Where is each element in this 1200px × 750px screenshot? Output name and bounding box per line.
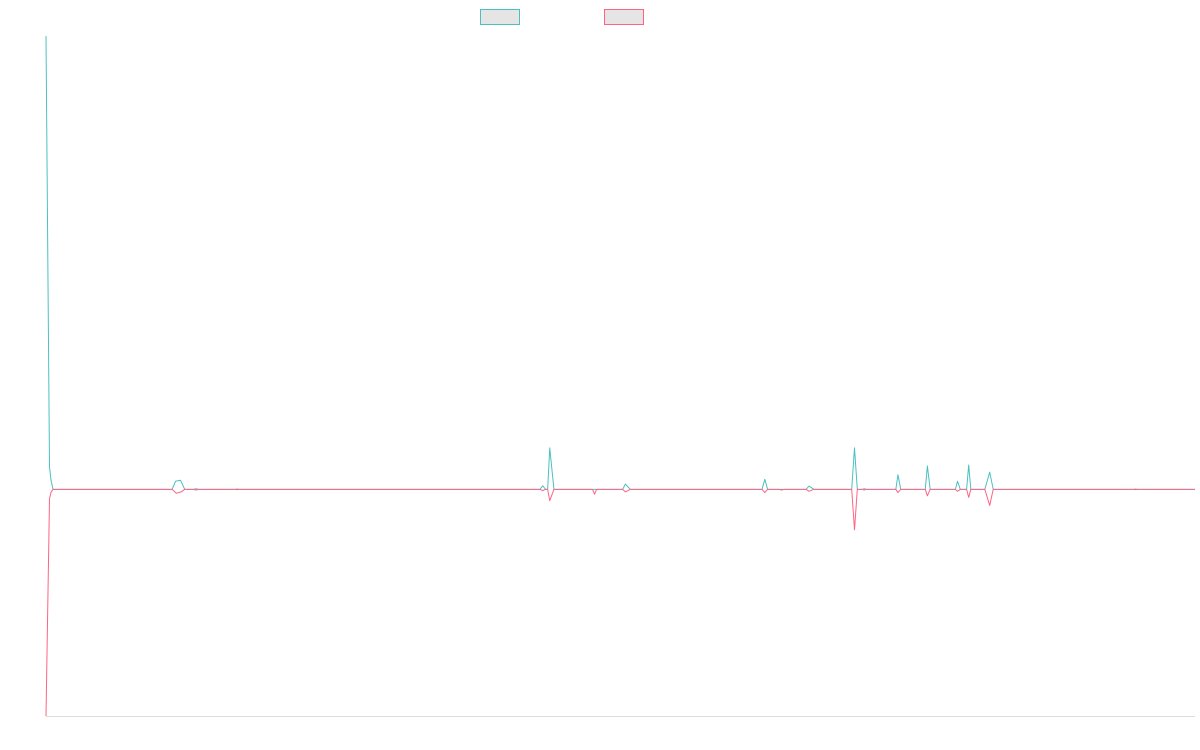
series-line-2	[45, 488, 1195, 717]
legend-swatch-series-2[interactable]	[604, 9, 644, 25]
series-line-1	[45, 35, 1195, 490]
legend-swatch-series-1[interactable]	[480, 9, 520, 25]
